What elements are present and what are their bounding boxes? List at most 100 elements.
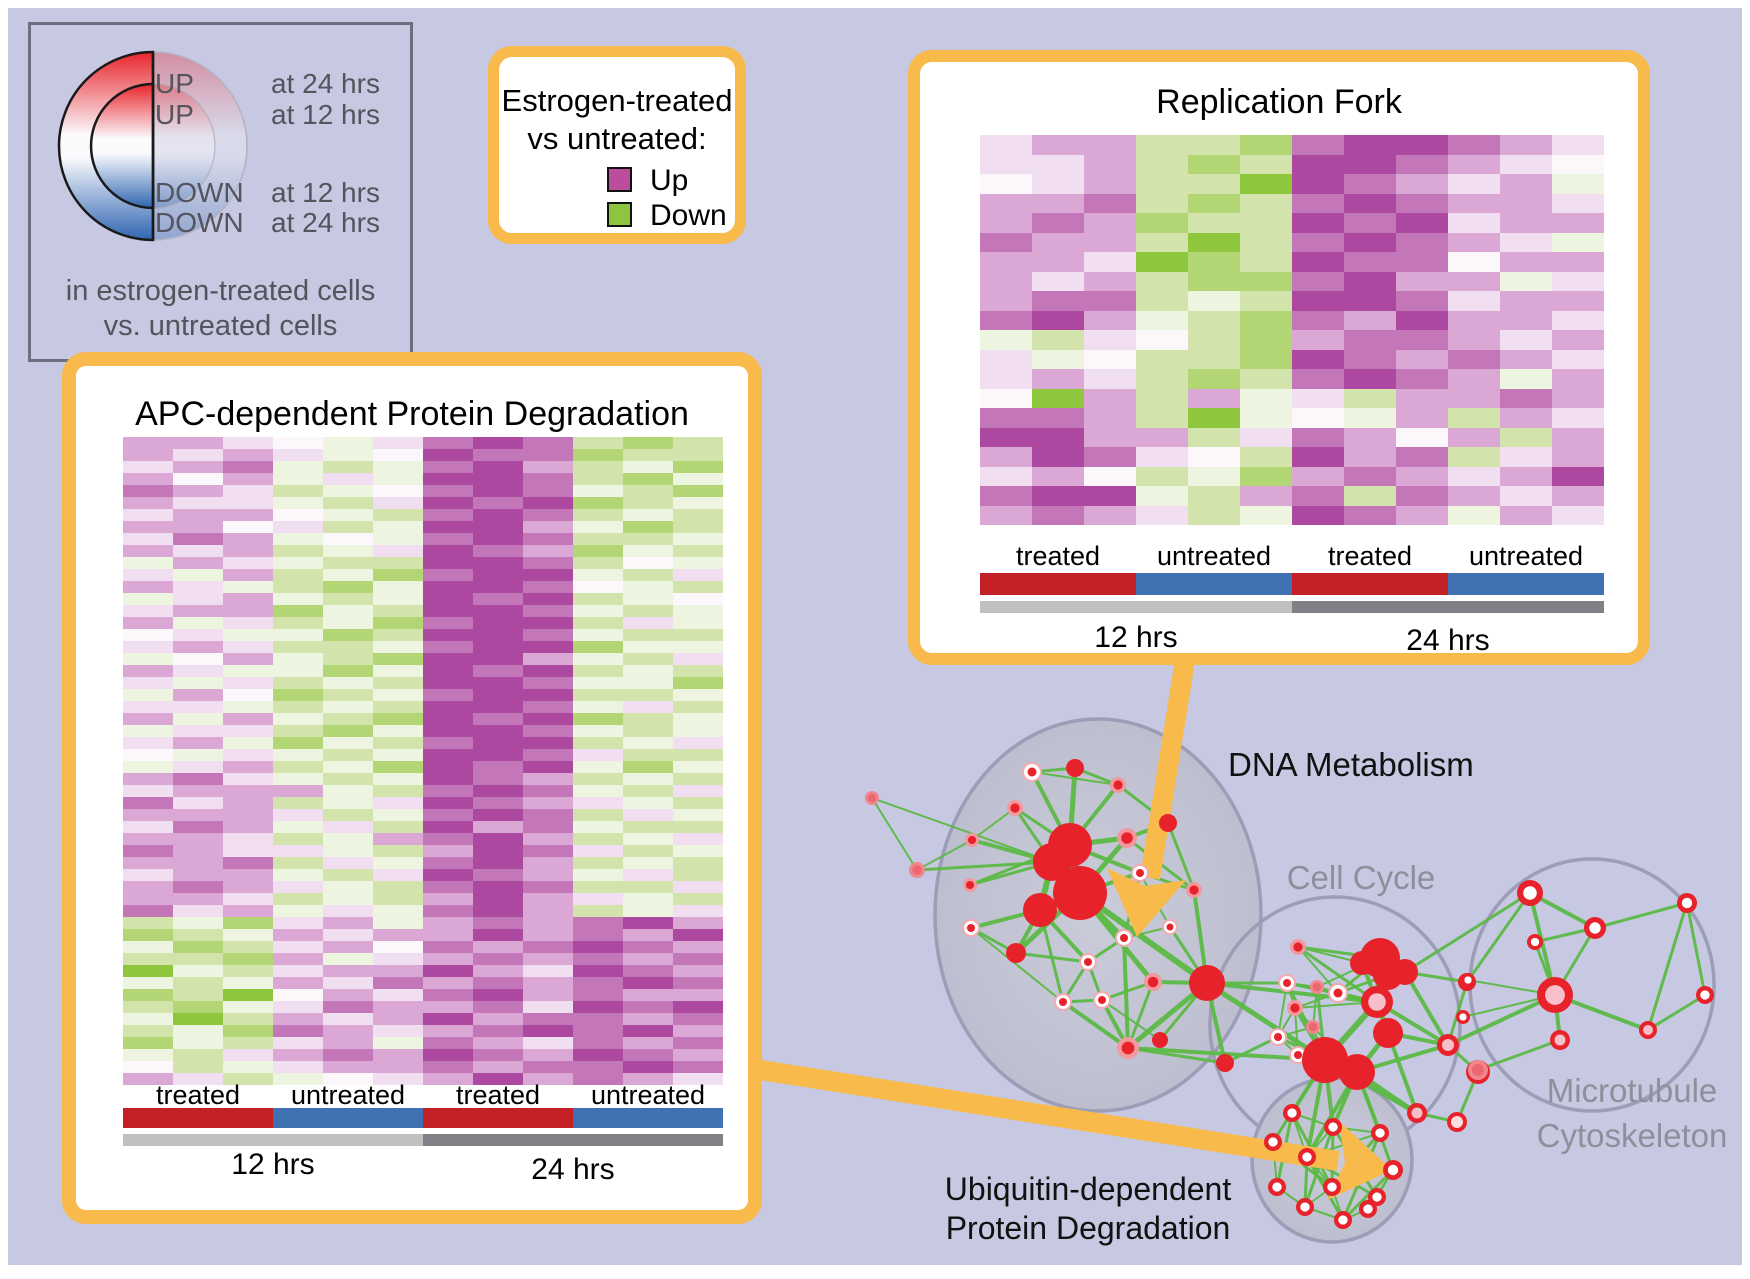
replication-heatmap-cell <box>980 135 1032 155</box>
replication-heatmap-cell <box>980 330 1032 350</box>
replication-heatmap-cell <box>1084 291 1136 311</box>
apc-heatmap-cell <box>623 773 673 785</box>
network-node-core <box>1643 1025 1653 1035</box>
apc-heatmap-cell <box>173 857 223 869</box>
replication-heatmap-cell <box>980 349 1032 369</box>
apc-heatmap-cell <box>223 1037 273 1049</box>
replication-heatmap-cell <box>1084 193 1136 213</box>
replication-heatmap-cell <box>1552 388 1604 408</box>
apc-heatmap-cell <box>123 449 173 461</box>
apc-heatmap-cell <box>423 869 473 881</box>
apc-heatmap-cell <box>673 521 723 533</box>
apc-heatmap-cell <box>273 749 323 761</box>
apc-heatmap-cell <box>223 713 273 725</box>
apc-heatmap-cell <box>373 977 423 989</box>
apc-heatmap-cell <box>173 1025 223 1037</box>
replication-heatmap-cell <box>1240 310 1292 330</box>
apc-heatmap-cell <box>523 653 573 665</box>
apc-heatmap-cell <box>623 725 673 737</box>
apc-heatmap-cell <box>623 581 673 593</box>
apc-heatmap-cell <box>223 665 273 677</box>
network-node-core <box>1121 1041 1135 1055</box>
apc-heatmap-cell <box>123 749 173 761</box>
apc-heatmap-cell <box>573 641 623 653</box>
apc-heatmap-cell <box>223 749 273 761</box>
apc-heatmap-cell <box>323 953 373 965</box>
apc-heatmap-cell <box>323 701 373 713</box>
apc-heatmap-cell <box>473 473 523 485</box>
apc-heatmap-cell <box>173 977 223 989</box>
apc-heatmap-cell <box>223 725 273 737</box>
rep-treated-bar-12h <box>980 573 1136 595</box>
apc-heatmap-cell <box>673 449 723 461</box>
apc-heatmap-cell <box>623 593 673 605</box>
apc-heatmap-cell <box>373 449 423 461</box>
apc-heatmap-cell <box>173 1001 223 1013</box>
replication-heatmap-cell <box>1032 447 1084 467</box>
apc-heatmap-cell <box>323 509 373 521</box>
network-node-core <box>1287 1108 1297 1118</box>
apc-heatmap-cell <box>323 533 373 545</box>
apc-heatmap-cell <box>173 953 223 965</box>
apc-heatmap-cell <box>123 1013 173 1025</box>
network-edge <box>1277 982 1288 1038</box>
replication-heatmap-cell <box>1500 252 1552 272</box>
replication-heatmap-cell <box>1448 486 1500 506</box>
apc-heatmap-cell <box>123 473 173 485</box>
apc-heatmap-cell <box>523 893 573 905</box>
apc-heatmap-cell <box>623 557 673 569</box>
apc-heatmap-cell <box>673 869 723 881</box>
apc-heatmap-cell <box>523 713 573 725</box>
replication-heatmap-cell <box>1448 271 1500 291</box>
replication-heatmap-cell <box>1136 447 1188 467</box>
apc-heatmap-cell <box>273 833 323 845</box>
apc-heatmap-cell <box>123 797 173 809</box>
replication-heatmap-cell <box>1448 174 1500 194</box>
apc-heatmap-cell <box>373 821 423 833</box>
apc-heatmap-cell <box>523 605 573 617</box>
replication-heatmap-cell <box>980 154 1032 174</box>
apc-heatmap-cell <box>473 653 523 665</box>
replication-heatmap-cell <box>1344 349 1396 369</box>
down-label: Down <box>650 199 727 232</box>
network-node <box>1189 965 1225 1001</box>
apc-heatmap-cell <box>273 725 323 737</box>
apc-heatmap-cell <box>223 581 273 593</box>
replication-heatmap-cell <box>1344 466 1396 486</box>
replication-heatmap-cell <box>1344 174 1396 194</box>
apc-heatmap-cell <box>323 809 373 821</box>
microtubule-cytoskeleton-label: Microtubule Cytoskeleton <box>1536 1072 1728 1154</box>
apc-heatmap-cell <box>373 1013 423 1025</box>
replication-heatmap-cell <box>1292 193 1344 213</box>
apc-heatmap-cell <box>423 737 473 749</box>
apc-heatmap-cell <box>323 977 373 989</box>
network-edge <box>916 839 973 871</box>
replication-heatmap-cell <box>1136 174 1188 194</box>
replication-heatmap-cell <box>1552 271 1604 291</box>
network-node-core <box>1681 897 1693 909</box>
apc-heatmap-cell <box>123 857 173 869</box>
apc-heatmap-cell <box>473 497 523 509</box>
network-node-core <box>1098 996 1106 1004</box>
apc-heatmap-cell <box>423 1025 473 1037</box>
apc-heatmap-cell <box>123 833 173 845</box>
replication-heatmap-cell <box>1188 330 1240 350</box>
apc-heatmap-cell <box>673 725 723 737</box>
apc-heatmap-cell <box>673 689 723 701</box>
network-edge <box>1594 901 1688 930</box>
apc-heatmap-cell <box>273 953 323 965</box>
apc-heatmap-cell <box>473 629 523 641</box>
apc-heatmap-cell <box>573 929 623 941</box>
rep-12hrs-bar <box>980 601 1292 613</box>
apc-heatmap-cell <box>273 821 323 833</box>
apc-heatmap-cell <box>673 461 723 473</box>
replication-heatmap-cell <box>1084 427 1136 447</box>
apc-heatmap-cell <box>173 809 223 821</box>
apc-heatmap-cell <box>623 941 673 953</box>
replication-heatmap-cell <box>1084 154 1136 174</box>
replication-heatmap-cell <box>1032 369 1084 389</box>
apc-heatmap-cell <box>523 1061 573 1073</box>
apc-heatmap-cell <box>473 665 523 677</box>
apc-heatmap-cell <box>323 1001 373 1013</box>
